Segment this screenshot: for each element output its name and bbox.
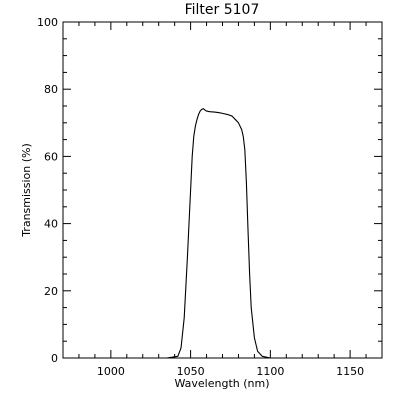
x-axis-title: Wavelength (nm)	[174, 377, 269, 390]
x-tick-label: 1150	[336, 365, 364, 378]
y-axis-title: Transmission (%)	[20, 143, 33, 238]
y-tick-label: 60	[44, 150, 58, 163]
y-tick-label: 40	[44, 218, 58, 231]
axis-ticks: 1000 1050 1100 1150 0 20 40 60 80 100	[37, 16, 383, 378]
x-tick-label: 1000	[97, 365, 125, 378]
y-tick-label: 100	[37, 16, 58, 29]
x-tick-label: 1050	[177, 365, 205, 378]
x-tick-label: 1100	[256, 365, 284, 378]
y-tick-label: 80	[44, 83, 58, 96]
series-line	[150, 108, 287, 359]
plot-frame	[62, 21, 383, 359]
y-tick-label: 0	[51, 352, 58, 365]
y-tick-label: 20	[44, 285, 58, 298]
series-layer	[150, 108, 287, 359]
chart-title: Filter 5107	[185, 2, 260, 18]
